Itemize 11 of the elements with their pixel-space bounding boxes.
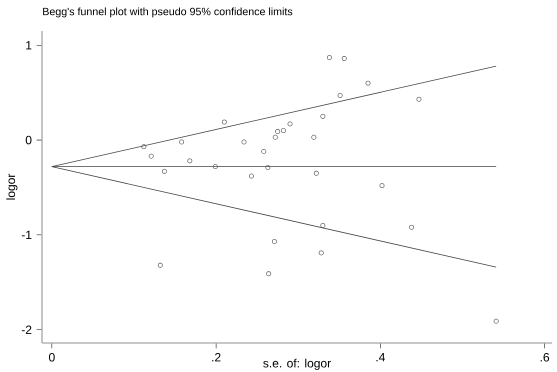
- y-tick-label: -2: [22, 326, 32, 334]
- x-tick-label: .4: [376, 353, 386, 362]
- y-tick-label: 0: [26, 136, 32, 144]
- y-axis-title: logor: [6, 174, 18, 200]
- x-axis-title: s.e. of: logor: [263, 358, 331, 370]
- x-tick-label: .2: [212, 353, 220, 362]
- x-tick-label: .6: [540, 353, 550, 362]
- chart-title: Begg's funnel plot with pseudo 95% confidence limits: [43, 7, 292, 18]
- x-tick-label: 0: [48, 353, 55, 362]
- y-tick-label: -1: [22, 230, 32, 240]
- y-tick-label: 1: [26, 41, 32, 50]
